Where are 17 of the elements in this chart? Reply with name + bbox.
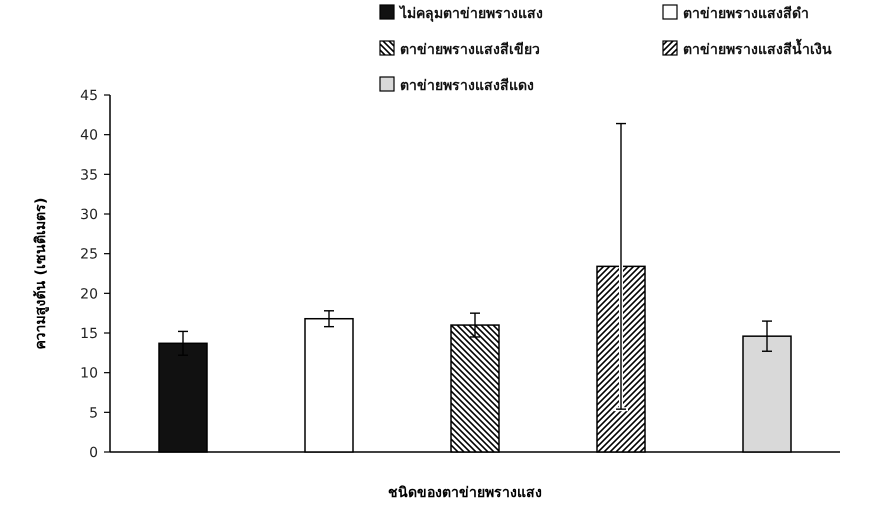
y-tick-label: 40 (80, 128, 98, 144)
y-tick-label: 0 (89, 445, 98, 461)
y-tick-label: 15 (80, 326, 98, 342)
legend-label: ตาข่ายพรางแสงสีเขียว (400, 42, 540, 58)
legend-label: ไม่คลุมตาข่ายพรางแสง (398, 4, 543, 22)
y-tick-label: 20 (80, 286, 98, 302)
y-tick-label: 45 (80, 88, 98, 104)
x-axis-title: ชนิดของตาข่ายพรางแสง (388, 485, 542, 501)
y-tick-label: 30 (80, 207, 98, 223)
y-tick-label: 35 (80, 167, 98, 184)
legend-label: ตาข่ายพรางแสงสีน้ำเงิน (683, 38, 832, 58)
legend-label: ตาข่ายพรางแสงสีดำ (683, 6, 809, 22)
y-tick-label: 5 (89, 405, 98, 422)
y-tick-label: 10 (80, 366, 98, 382)
y-axis-title: ความสูงต้น (เซนติเมตร) (33, 198, 49, 350)
legend-label: ตาข่ายพรางแสงสีแดง (400, 78, 534, 94)
y-tick-label: 25 (80, 246, 98, 263)
